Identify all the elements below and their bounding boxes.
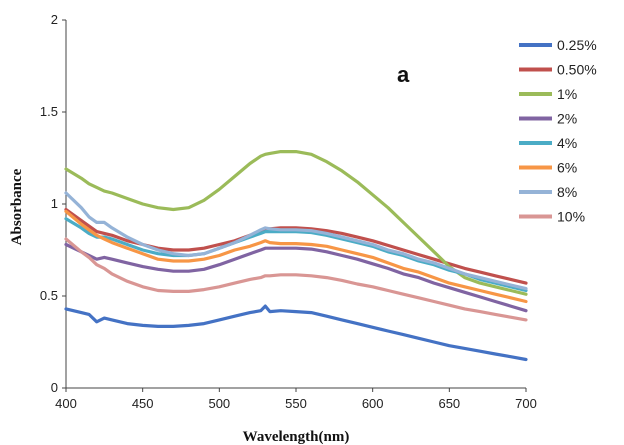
x-tick-label: 400 xyxy=(55,396,77,411)
legend-label: 2% xyxy=(557,111,577,127)
x-axis-title: Wavelength(nm) xyxy=(243,429,350,445)
y-tick-label: 1 xyxy=(51,196,58,211)
x-tick-label: 550 xyxy=(285,396,307,411)
y-tick-label: 0 xyxy=(51,380,58,395)
x-tick-label: 600 xyxy=(362,396,384,411)
legend-label: 1% xyxy=(557,86,577,102)
y-axis-title: Absorbance xyxy=(9,168,25,245)
series-line-2% xyxy=(64,242,528,313)
legend-label: 6% xyxy=(557,160,577,176)
ticks: 0 0.5 1 1.5 2 400 450 500 550 600 650 700 xyxy=(40,12,537,411)
panel-label: a xyxy=(397,62,410,87)
series-line-1% xyxy=(64,150,528,296)
legend-label: 4% xyxy=(557,135,577,151)
series-line-4% xyxy=(64,217,528,293)
x-tick-label: 500 xyxy=(208,396,230,411)
series-line-6% xyxy=(64,209,528,304)
x-tick-label: 650 xyxy=(438,396,460,411)
legend-label: 0.50% xyxy=(557,62,597,78)
y-tick-label: 1.5 xyxy=(40,104,58,119)
axes xyxy=(65,20,526,389)
legend-label: 0.25% xyxy=(557,37,597,53)
y-tick-label: 2 xyxy=(51,12,58,27)
series-line-10% xyxy=(64,237,528,322)
x-tick-label: 450 xyxy=(132,396,154,411)
series-line-0.25% xyxy=(64,304,528,362)
legend-label: 8% xyxy=(557,184,577,200)
series-lines xyxy=(64,150,528,362)
series-line-8% xyxy=(64,191,528,291)
x-tick-label: 700 xyxy=(515,396,537,411)
y-tick-label: 0.5 xyxy=(40,288,58,303)
legend: 0.25% 0.50% 1% 2% 4% 6% 8% 10% xyxy=(519,37,597,225)
legend-label: 10% xyxy=(557,209,585,225)
